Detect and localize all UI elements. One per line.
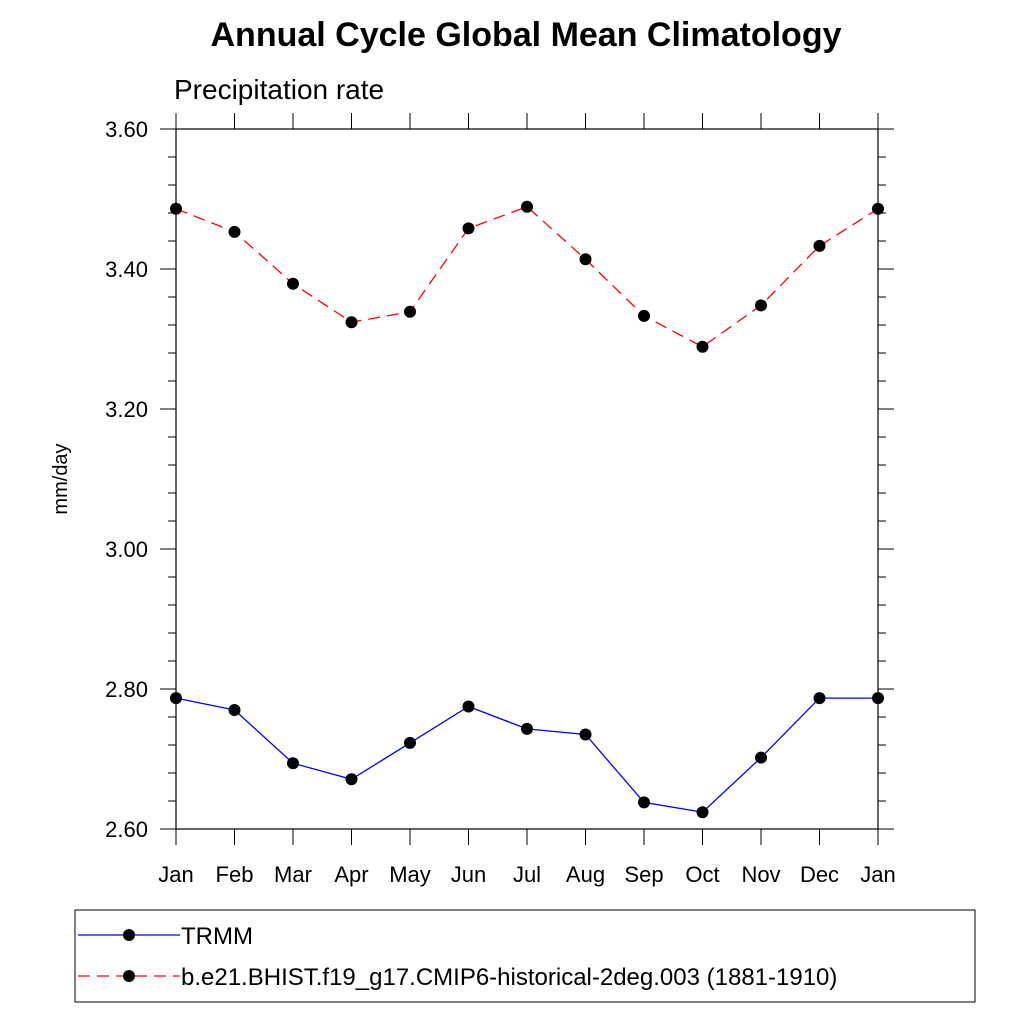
series-0-point (755, 751, 767, 764)
legend-marker-trmm (123, 929, 135, 941)
x-tick-label: Nov (741, 862, 780, 887)
series-0-point (170, 692, 182, 705)
y-tick-label: 3.20 (105, 397, 148, 422)
legend-marker-cmip6 (123, 970, 135, 982)
series-1-point (813, 239, 826, 252)
series-1-point (755, 299, 767, 312)
y-tick-label: 3.40 (105, 257, 148, 282)
series-1-point (170, 202, 182, 215)
series-0-point (228, 704, 241, 716)
y-tick-label: 3.00 (105, 537, 148, 562)
chart-title: Annual Cycle Global Mean Climatology (211, 16, 842, 54)
y-tick-label: 3.60 (105, 117, 148, 142)
series-1-point (228, 225, 241, 238)
series-1-point (462, 222, 475, 235)
series-0-point (579, 728, 592, 741)
x-tick-label: Sep (624, 862, 663, 887)
axis-ticks (160, 113, 894, 845)
x-tick-label: Apr (334, 862, 368, 887)
x-tick-label: May (389, 862, 431, 887)
y-tick-labels: 2.60 2.80 3.00 3.20 3.40 3.60 (105, 117, 148, 842)
series-0-point (638, 796, 650, 809)
series-line-0 (175, 697, 878, 813)
series-layer (170, 200, 884, 819)
legend-label-trmm: TRMM (181, 923, 253, 950)
series-1-point (345, 316, 358, 329)
series-0-point (287, 757, 299, 770)
series-1-point (638, 309, 650, 322)
y-axis-label: mm/day (50, 443, 72, 514)
x-tick-label: Mar (274, 862, 312, 887)
x-tick-label: Jun (451, 862, 486, 887)
series-0-point (345, 773, 358, 786)
series-1-point (521, 200, 533, 213)
legend-box (74, 909, 976, 1003)
series-0-point (813, 692, 826, 705)
x-tick-label: Oct (685, 862, 719, 887)
series-0-point (521, 722, 533, 735)
x-tick-label: Jul (513, 862, 541, 887)
series-0-point (696, 806, 709, 819)
chart-subtitle: Precipitation rate (174, 74, 384, 105)
series-1-point (872, 202, 884, 215)
series-1-point (696, 340, 709, 353)
x-tick-label: Jan (158, 862, 193, 887)
y-tick-label: 2.80 (105, 677, 148, 702)
series-1-point (404, 305, 416, 318)
x-tick-label: Aug (566, 862, 605, 887)
series-0-point (404, 736, 416, 749)
legend: TRMM b.e21.BHIST.f19_g17.CMIP6-historica… (74, 909, 976, 1003)
series-0-point (872, 692, 884, 705)
legend-label-cmip6: b.e21.BHIST.f19_g17.CMIP6-historical-2de… (181, 964, 837, 991)
series-1-point (579, 253, 592, 266)
series-1-point (287, 277, 299, 290)
series-line-1 (175, 205, 879, 348)
x-tick-label: Dec (800, 862, 839, 887)
series-0-point (462, 700, 475, 713)
x-tick-labels: Jan Feb Mar Apr May Jun Jul Aug Sep Oct Nov Dec Jan (158, 862, 895, 887)
x-tick-label: Feb (216, 862, 254, 887)
y-tick-label: 2.60 (105, 817, 148, 842)
x-tick-label: Jan (860, 862, 895, 887)
